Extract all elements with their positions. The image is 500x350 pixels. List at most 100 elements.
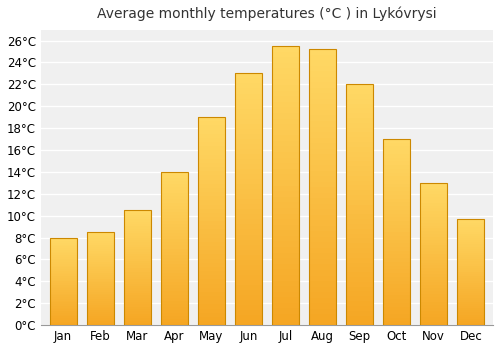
Bar xyxy=(235,239,262,245)
Bar xyxy=(384,202,410,206)
Bar xyxy=(309,292,336,298)
Bar xyxy=(309,49,336,325)
Bar xyxy=(161,245,188,248)
Bar xyxy=(458,257,484,259)
Bar xyxy=(384,295,410,299)
Bar xyxy=(50,306,76,308)
Bar xyxy=(420,205,447,209)
Bar xyxy=(235,215,262,219)
Bar xyxy=(198,288,224,292)
Bar xyxy=(309,243,336,248)
Bar xyxy=(272,275,299,280)
Bar xyxy=(272,197,299,202)
Bar xyxy=(198,250,224,254)
Bar xyxy=(198,321,224,325)
Bar xyxy=(235,154,262,159)
Bar xyxy=(458,255,484,257)
Bar xyxy=(458,302,484,304)
Bar xyxy=(198,313,224,317)
Bar xyxy=(458,232,484,234)
Bar xyxy=(458,264,484,266)
Bar xyxy=(458,321,484,323)
Bar xyxy=(272,102,299,107)
Bar xyxy=(420,271,447,274)
Title: Average monthly temperatures (°C ) in Lykóvrysi: Average monthly temperatures (°C ) in Ly… xyxy=(97,7,437,21)
Bar xyxy=(198,117,224,325)
Bar xyxy=(384,210,410,214)
Bar xyxy=(124,243,150,245)
Bar xyxy=(198,130,224,134)
Bar xyxy=(124,247,150,249)
Bar xyxy=(272,241,299,247)
Bar xyxy=(309,176,336,182)
Bar xyxy=(309,209,336,215)
Bar xyxy=(50,301,76,302)
Bar xyxy=(161,227,188,230)
Bar xyxy=(124,277,150,279)
Bar xyxy=(50,295,76,297)
Bar xyxy=(124,284,150,286)
Bar xyxy=(235,159,262,164)
Bar xyxy=(235,224,262,230)
Bar xyxy=(124,281,150,284)
Bar xyxy=(50,292,76,294)
Bar xyxy=(309,314,336,320)
Bar xyxy=(87,267,114,270)
Bar xyxy=(161,181,188,184)
Bar xyxy=(272,186,299,191)
Bar xyxy=(50,271,76,273)
Bar xyxy=(420,214,447,217)
Bar xyxy=(384,198,410,202)
Bar xyxy=(124,212,150,215)
Bar xyxy=(235,74,262,325)
Bar xyxy=(384,310,410,314)
Bar xyxy=(458,228,484,230)
Bar xyxy=(272,292,299,297)
Bar xyxy=(198,117,224,121)
Bar xyxy=(420,209,447,211)
Bar xyxy=(458,219,484,221)
Bar xyxy=(420,305,447,308)
Bar xyxy=(272,286,299,292)
Bar xyxy=(346,181,373,186)
Bar xyxy=(458,225,484,228)
Bar xyxy=(420,285,447,288)
Bar xyxy=(124,288,150,291)
Bar xyxy=(346,253,373,258)
Bar xyxy=(458,300,484,302)
Bar xyxy=(272,46,299,51)
Bar xyxy=(124,252,150,254)
Bar xyxy=(384,273,410,277)
Bar xyxy=(346,142,373,147)
Bar xyxy=(458,285,484,287)
Bar xyxy=(124,219,150,222)
Bar xyxy=(346,89,373,94)
Bar xyxy=(420,251,447,254)
Bar xyxy=(50,281,76,283)
Bar xyxy=(346,190,373,195)
Bar xyxy=(161,316,188,319)
Bar xyxy=(124,293,150,295)
Bar xyxy=(161,292,188,295)
Bar xyxy=(198,267,224,271)
Bar xyxy=(458,253,484,255)
Bar xyxy=(384,288,410,292)
Bar xyxy=(458,230,484,232)
Bar xyxy=(161,172,188,175)
Bar xyxy=(309,171,336,176)
Bar xyxy=(458,244,484,247)
Bar xyxy=(420,254,447,257)
Bar xyxy=(235,93,262,99)
Bar xyxy=(309,259,336,265)
Bar xyxy=(272,91,299,96)
Bar xyxy=(161,301,188,304)
Bar xyxy=(458,223,484,225)
Bar xyxy=(50,250,76,252)
Bar xyxy=(309,55,336,60)
Bar xyxy=(309,121,336,127)
Bar xyxy=(458,261,484,264)
Bar xyxy=(458,247,484,249)
Bar xyxy=(50,273,76,274)
Bar xyxy=(420,243,447,245)
Bar xyxy=(50,288,76,290)
